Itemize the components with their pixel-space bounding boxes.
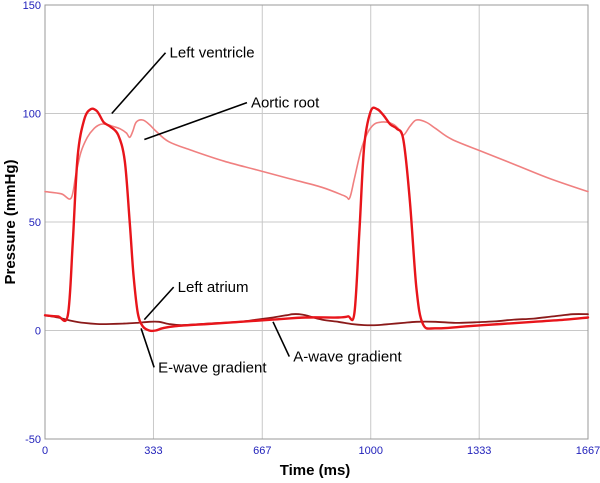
x-tick-label: 1000 [358,445,382,457]
x-tick-label: 1667 [576,445,600,457]
y-tick-label: 50 [29,217,41,229]
x-axis-title: Time (ms) [280,462,351,479]
annotation-leader [143,286,175,321]
annotation-label: Aortic root [251,95,320,112]
y-tick-label: 0 [35,326,41,338]
y-axis-title: Pressure (mmHg) [2,159,19,284]
series-lines [43,106,590,333]
x-tick-label: 667 [253,445,271,457]
annotation-label: Left ventricle [170,45,255,62]
y-tick-label: -50 [25,434,41,446]
annotation-label: E-wave gradient [158,359,267,376]
y-tick-label: 150 [23,0,41,12]
y-tick-label: 100 [23,109,41,121]
annotation-leader [111,52,167,115]
x-tick-label: 333 [144,445,162,457]
aortic-root-line [44,119,589,201]
annotation-label: A-wave gradient [293,349,402,366]
annotations: Left ventricle Aortic root Left atrium E-wa… [111,45,403,376]
left-atrium-line [44,313,589,327]
x-tick-label: 1333 [467,445,491,457]
annotation-label: Left atrium [178,279,249,296]
annotation-leader [144,101,248,141]
left-ventricle-line [43,106,590,333]
annotation-leader [140,328,155,368]
plot-frame [44,4,589,440]
x-tick-label: 0 [42,445,48,457]
gridlines [44,4,589,440]
annotation-leader [272,321,291,357]
